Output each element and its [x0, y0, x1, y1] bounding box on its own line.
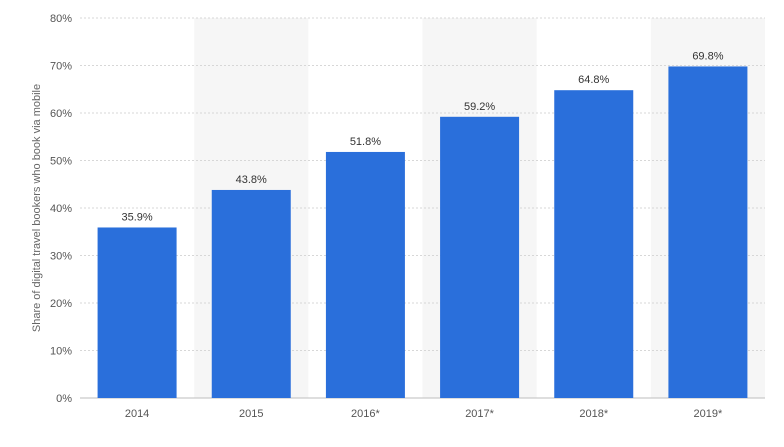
data-label: 59.2%	[464, 101, 495, 113]
x-axis: 2014 2015 2016* 2017* 2018* 2019*	[125, 408, 723, 420]
x-tick-label: 2019*	[694, 408, 723, 420]
bar[interactable]	[97, 227, 177, 398]
data-label: 69.8%	[692, 50, 723, 62]
bar[interactable]	[211, 189, 291, 398]
data-label: 35.9%	[121, 211, 152, 223]
y-tick-label: 50%	[50, 156, 72, 168]
y-tick-label: 0%	[56, 393, 72, 405]
x-tick-label: 2014	[125, 408, 149, 420]
bar-series	[97, 66, 748, 399]
y-tick-label: 80%	[50, 13, 72, 25]
data-labels: 35.9% 43.8% 51.8% 59.2% 64.8% 69.8%	[121, 50, 723, 223]
x-tick-label: 2017*	[465, 408, 494, 420]
y-tick-label: 70%	[50, 61, 72, 73]
y-tick-label: 30%	[50, 251, 72, 263]
y-tick-label: 60%	[50, 108, 72, 120]
x-tick-label: 2018*	[579, 408, 608, 420]
bar[interactable]	[554, 90, 634, 398]
y-tick-label: 20%	[50, 298, 72, 310]
data-label: 43.8%	[236, 174, 267, 186]
bar[interactable]	[440, 116, 520, 399]
y-tick-label: 40%	[50, 203, 72, 215]
data-label: 51.8%	[350, 136, 381, 148]
y-axis-title: Share of digital travel bookers who book…	[31, 84, 43, 332]
y-axis: 0% 10% 20% 30% 40% 50% 60% 70% 80%	[50, 13, 72, 405]
grid-lines	[80, 17, 765, 399]
x-tick-label: 2016*	[351, 408, 380, 420]
bar[interactable]	[668, 66, 748, 398]
bar[interactable]	[325, 151, 405, 398]
data-label: 64.8%	[578, 74, 609, 86]
y-tick-label: 10%	[50, 346, 72, 358]
x-tick-label: 2015	[239, 408, 263, 420]
